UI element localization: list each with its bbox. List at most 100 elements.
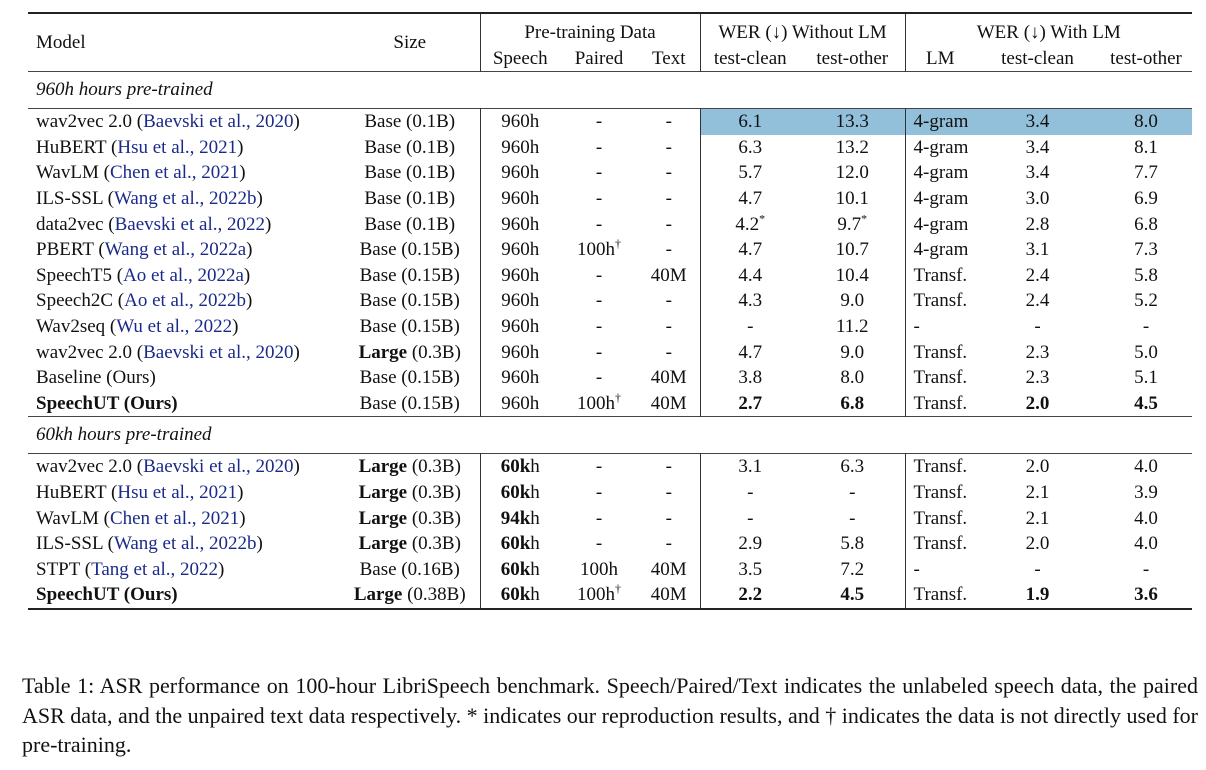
citation-link[interactable]: Wang et al., 2022b — [113, 187, 257, 209]
text-value: - — [665, 533, 672, 555]
lm-value: Transf. — [913, 456, 968, 478]
table-row: Wav2seq (Wu et al., 2022) Base (0.15B) 960… — [28, 313, 1192, 340]
size-value: Base (0.1B) — [364, 213, 456, 235]
text-cell: - — [638, 237, 700, 263]
lo-value: 4.5 — [1134, 392, 1158, 414]
wo-value: 10.1 — [835, 187, 869, 209]
text-value: 40M — [650, 558, 687, 580]
text-cell: - — [638, 314, 700, 340]
model-cell: WavLM (Chen et al., 2021) — [36, 507, 246, 529]
citation-link[interactable]: Ao et al., 2022a — [123, 264, 244, 286]
size-cell: Base (0.1B) — [340, 109, 480, 135]
model-name: HuBERT — [36, 136, 107, 158]
citation-link[interactable]: Ao et al., 2022b — [124, 290, 247, 312]
wo-cell: 7.2 — [800, 557, 905, 583]
model-cell: HuBERT (Hsu et al., 2021) — [36, 481, 244, 503]
lc-cell: 2.0 — [975, 531, 1100, 557]
wc-mark: * — [759, 211, 766, 226]
header-lm: LM — [904, 45, 976, 72]
wo-cell: 10.7 — [800, 237, 905, 263]
text-value: 40M — [650, 392, 687, 414]
wc-cell: 6.3 — [699, 134, 800, 161]
size-cell: Base (0.1B) — [340, 160, 480, 186]
wo-cell: 9.0 — [800, 288, 905, 314]
speech-bold: 94k — [500, 507, 531, 529]
speech-bold: 60k — [500, 481, 531, 503]
citation-link[interactable]: Baevski et al., 2020 — [143, 111, 294, 133]
text-cell: - — [638, 480, 700, 506]
citation-link[interactable]: Tang et al., 2022 — [91, 558, 218, 580]
lo-cell: 3.6 — [1100, 582, 1192, 609]
results-table: Model Size Pre-training Data WER (↓) Wit… — [28, 12, 1193, 610]
citation-link[interactable]: Baevski et al., 2022 — [114, 213, 265, 235]
lo-value: 8.0 — [1134, 111, 1158, 133]
lc-value: 2.4 — [1025, 290, 1050, 312]
paired-value: 100h — [580, 558, 618, 580]
paired-cell: - — [560, 135, 638, 161]
citation-link[interactable]: Hsu et al., 2021 — [117, 136, 238, 158]
size-cell: Base (0.1B) — [340, 212, 480, 238]
lc-value: 3.4 — [1025, 162, 1050, 184]
model-cell: ILS-SSL (Wang et al., 2022b) — [36, 187, 263, 209]
wc-value: - — [747, 481, 754, 503]
speech-value: h — [530, 456, 540, 478]
wo-cell: 13.3 — [800, 108, 906, 135]
citation-link[interactable]: Hsu et al., 2021 — [117, 481, 238, 503]
wc-value: 4.7 — [738, 239, 763, 261]
speech-cell: 960h — [479, 262, 560, 289]
lm-cell: Transf. — [904, 339, 976, 366]
size-cell: Base (0.15B) — [340, 314, 480, 340]
lc-cell: 3.4 — [975, 108, 1101, 135]
text-value: - — [665, 239, 672, 261]
citation-link[interactable]: Chen et al., 2021 — [109, 507, 240, 529]
lc-value: - — [1034, 315, 1041, 337]
wc-cell: 2.2 — [699, 582, 800, 609]
model-name: SpeechUT (Ours) — [36, 392, 178, 414]
text-cell: - — [638, 212, 700, 238]
wc-cell: 4.2* — [699, 211, 800, 238]
lo-cell: 6.9 — [1100, 186, 1192, 212]
lc-cell: 2.1 — [975, 506, 1100, 532]
wc-cell: 4.7 — [699, 237, 800, 263]
lc-value: 2.1 — [1025, 481, 1050, 503]
speech-value: 960h — [501, 315, 540, 337]
speech-value: h — [530, 507, 540, 529]
citation-link[interactable]: Wu et al., 2022 — [116, 315, 233, 337]
wc-cell: 4.7 — [699, 339, 800, 366]
citation-link[interactable]: Baevski et al., 2020 — [143, 341, 294, 363]
lm-cell: 4-gram — [904, 108, 976, 135]
wc-value: - — [747, 507, 754, 529]
wc-cell: 2.9 — [699, 531, 800, 557]
text-cell: - — [638, 454, 700, 480]
lc-value: 3.4 — [1025, 136, 1050, 158]
wc-value: 2.2 — [738, 584, 763, 606]
lo-cell: 3.9 — [1100, 480, 1192, 506]
lc-cell: 3.0 — [975, 186, 1100, 212]
citation-link[interactable]: Baevski et al., 2020 — [143, 456, 294, 478]
paired-mark: † — [615, 581, 621, 596]
speech-cell: 94kh — [479, 505, 560, 532]
section-heading: 960h hours pre-trained — [28, 71, 1193, 109]
paired-value: 100h — [577, 239, 615, 261]
lm-value: Transf. — [913, 341, 968, 363]
size-cell: Base (0.1B) — [340, 135, 480, 161]
model-cell: WavLM (Chen et al., 2021) — [36, 162, 246, 184]
citation-link[interactable]: Wang et al., 2022b — [113, 533, 257, 555]
speech-value: 960h — [501, 213, 540, 235]
paired-mark: † — [615, 236, 621, 251]
lm-cell: Transf. — [904, 582, 976, 609]
wo-cell: 9.7* — [800, 212, 905, 238]
section-title: 960h hours pre-trained — [36, 79, 213, 101]
size-bold: Large — [358, 481, 408, 503]
wo-value: 6.3 — [840, 456, 865, 478]
text-value: - — [665, 136, 672, 158]
lm-cell: 4-gram — [904, 185, 976, 212]
lo-cell: 4.5 — [1100, 391, 1192, 417]
citation-link[interactable]: Chen et al., 2021 — [109, 162, 240, 184]
paired-value: - — [595, 213, 603, 235]
citation-link[interactable]: Wang et al., 2022a — [104, 239, 247, 261]
text-value: - — [665, 507, 672, 529]
lc-cell: 2.3 — [975, 365, 1100, 391]
speech-cell: 960h — [479, 237, 560, 263]
size-value: Base (0.15B) — [359, 367, 460, 389]
